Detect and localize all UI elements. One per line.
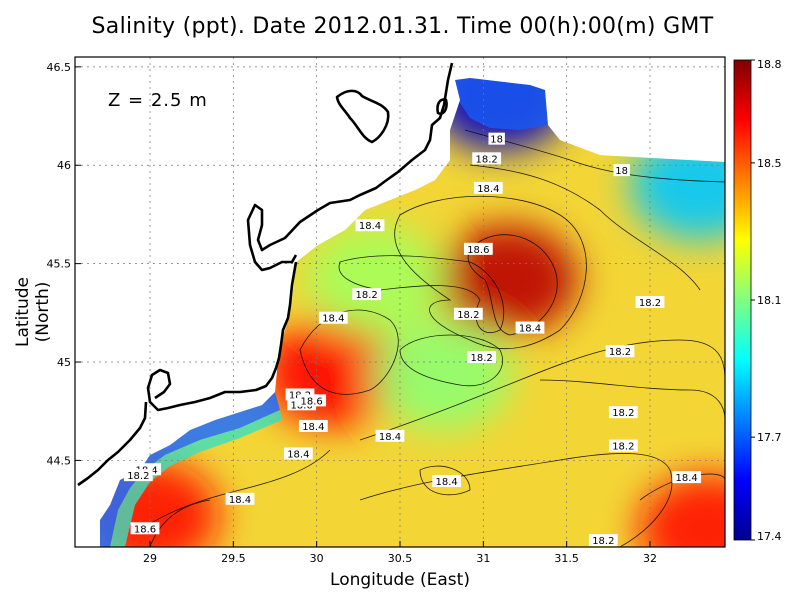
contour-label-3: 18.4 xyxy=(477,184,499,195)
y-tick-label-3: 46 xyxy=(57,159,71,172)
y-tick-label-4: 46.5 xyxy=(47,61,72,74)
north-fresh-patch xyxy=(455,78,548,130)
x-tick-label-4: 31 xyxy=(476,552,490,565)
colorbar xyxy=(733,59,752,541)
colorbar-tick-label-1: 17.7 xyxy=(757,431,782,444)
x-tick-label-6: 32 xyxy=(643,552,657,565)
contour-label-bg-12 xyxy=(605,345,635,358)
contour-label-16: 18.4 xyxy=(302,422,324,433)
contour-label-4: 18.4 xyxy=(359,221,381,232)
contour-label-bg-23 xyxy=(432,475,462,488)
x-tick-label-3: 30.5 xyxy=(388,552,413,565)
contour-label-18: 18.2 xyxy=(612,408,634,419)
contour-label-bg-6 xyxy=(352,288,382,301)
contour-label-bg-15 xyxy=(297,394,327,407)
contour-label-19: 18.2 xyxy=(612,442,634,453)
contour-label-bg-17 xyxy=(375,429,405,442)
x-tick-label-2: 30 xyxy=(310,552,324,565)
contour-label-bg-18 xyxy=(608,406,638,419)
colorbar-tick-label-3: 18.5 xyxy=(757,157,782,170)
contour-label-12: 18.2 xyxy=(609,347,631,358)
coastal-fresh-strip xyxy=(100,392,280,547)
contour-label-25: 18.4 xyxy=(229,495,251,506)
contour-label-bg-25 xyxy=(225,492,255,505)
contour-lines xyxy=(139,129,725,547)
contour-label-bg-19 xyxy=(608,439,638,452)
contour-label-10: 18.4 xyxy=(322,314,344,325)
contour-label-bg-16 xyxy=(298,419,328,432)
chart-title: Salinity (ppt). Date 2012.01.31. Time 00… xyxy=(91,14,714,39)
contour-label-24: 18.4 xyxy=(676,473,698,484)
contour-label-bg-24 xyxy=(672,471,702,484)
contour-label-26: 18.6 xyxy=(134,524,156,535)
contour-label-bg-0 xyxy=(488,132,505,145)
contour-label-8: 18.4 xyxy=(519,324,541,335)
contour-label-22: 18.2 xyxy=(127,471,149,482)
contour-label-6: 18.2 xyxy=(356,290,378,301)
contour-label-bg-20 xyxy=(283,447,313,460)
contour-label-bg-11 xyxy=(467,351,497,364)
contour-label-5: 18.6 xyxy=(467,245,489,256)
contour-label-0: 18 xyxy=(490,135,503,146)
contour-labels: 18 18.2 18 18.4 18.4 18.6 18.2 18.2 18.4 18.2 18.4… xyxy=(123,132,702,547)
colorbar-ticks: 17.4 17.7 18.1 18.5 18.8 xyxy=(751,58,782,543)
colorbar-tick-label-2: 18.1 xyxy=(757,294,782,307)
x-tick-label-5: 31.5 xyxy=(554,552,579,565)
contour-label-bg-9 xyxy=(635,295,665,308)
contour-label-bg-10 xyxy=(318,311,348,324)
contour-label-15: 18.6 xyxy=(301,396,323,407)
contour-label-23: 18.4 xyxy=(436,477,458,488)
contour-label-bg-3 xyxy=(473,181,503,194)
contour-label-bg-27 xyxy=(588,534,618,547)
salinity-center-3 xyxy=(638,474,725,547)
x-tick-label-1: 29.5 xyxy=(221,552,246,565)
contour-label-2: 18 xyxy=(615,166,628,177)
contour-label-1: 18.2 xyxy=(476,154,498,165)
contour-label-20: 18.4 xyxy=(287,450,309,461)
depth-annotation: Z = 2.5 m xyxy=(108,90,208,111)
salinity-center-5 xyxy=(371,320,512,431)
y-tick-label-2: 45.5 xyxy=(47,258,72,271)
y-tick-label-0: 44.5 xyxy=(47,454,72,467)
contour-label-bg-7 xyxy=(453,307,483,320)
colorbar-tick-label-4: 18.8 xyxy=(757,58,782,71)
y-axis-label: Latitude (North) xyxy=(13,277,53,347)
contour-label-bg-4 xyxy=(355,219,385,232)
contour-label-bg-22 xyxy=(123,469,153,482)
contour-label-7: 18.2 xyxy=(457,310,479,321)
contour-label-bg-26 xyxy=(130,522,160,535)
x-axis: 29 29.5 30 30.5 31 31.5 32 xyxy=(143,541,657,565)
colorbar-tick-label-0: 17.4 xyxy=(757,530,782,543)
y-tick-label-1: 45 xyxy=(57,356,71,369)
contour-label-17: 18.4 xyxy=(379,432,401,443)
contour-label-bg-1 xyxy=(472,152,502,165)
contour-label-bg-8 xyxy=(515,321,545,334)
salinity-center-4 xyxy=(305,224,445,335)
contour-label-bg-5 xyxy=(463,242,493,255)
coastline xyxy=(77,62,454,487)
y-axis: 44.5 45 45.5 46 46.5 xyxy=(47,61,81,467)
contour-label-11: 18.2 xyxy=(471,353,493,364)
x-tick-label-0: 29 xyxy=(143,552,157,565)
contour-label-bg-2 xyxy=(613,164,630,177)
land-mask xyxy=(75,57,725,547)
contour-label-9: 18.2 xyxy=(639,298,661,309)
contour-label-27: 18.2 xyxy=(592,536,614,547)
x-axis-label: Longitude (East) xyxy=(330,570,470,590)
